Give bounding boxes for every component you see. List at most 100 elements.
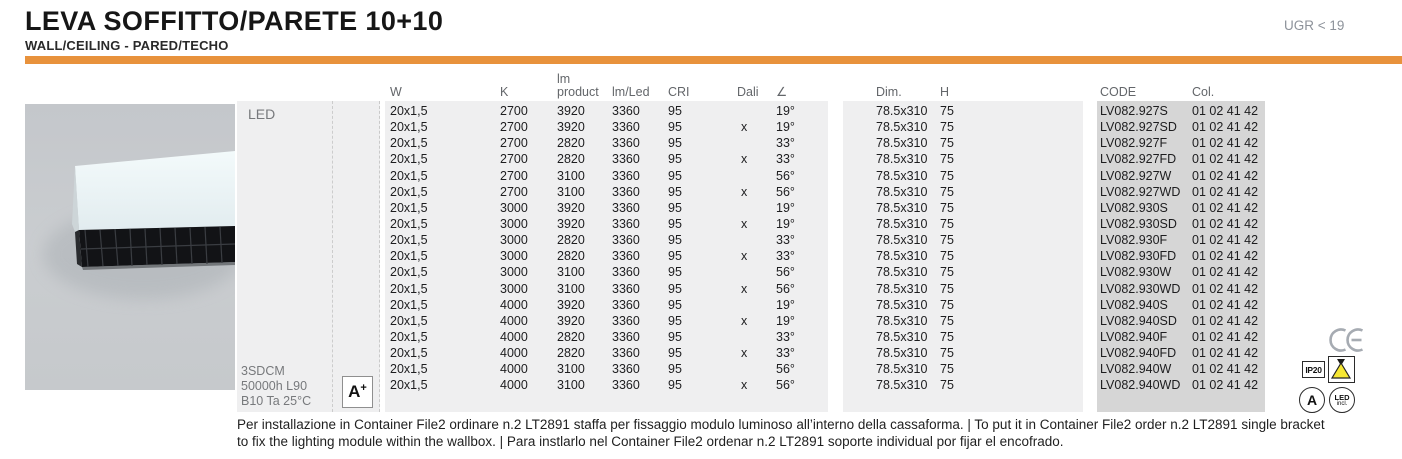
- cell-col: 01 02 41 42: [1192, 362, 1259, 377]
- cell-h: 75: [940, 152, 954, 167]
- cell-w: 20x1,5: [390, 184, 428, 199]
- cell-cri: 95: [668, 329, 682, 344]
- cell-code: LV082.930WD: [1100, 281, 1181, 296]
- energy-class-badge: A +: [342, 376, 373, 408]
- cell-lm-product: 2820: [557, 233, 585, 248]
- header-col: Col.: [1192, 85, 1215, 99]
- cell-lm-product: 3920: [557, 104, 585, 118]
- cell-w: 20x1,5: [390, 233, 428, 248]
- table-row: 20x1,5 2700 2820 3360 95 33° 78.5x310 75…: [385, 136, 1402, 152]
- cell-col: 01 02 41 42: [1192, 378, 1259, 393]
- spec-side-panel: [237, 101, 380, 412]
- cell-code: LV082.930SD: [1100, 216, 1177, 231]
- header-cri: CRI: [668, 85, 690, 99]
- cell-cri: 95: [668, 200, 682, 215]
- header-k: K: [500, 85, 509, 99]
- ugr-rating: UGR < 19: [1284, 18, 1345, 33]
- cell-lm-product: 3920: [557, 200, 585, 215]
- cell-w: 20x1,5: [390, 346, 428, 361]
- cell-lm-product: 3920: [557, 120, 585, 135]
- cell-h: 75: [940, 120, 954, 135]
- cell-code: LV082.927S: [1100, 104, 1168, 118]
- table-row: 20x1,5 3000 3100 3360 95 x 56° 78.5x310 …: [385, 282, 1402, 298]
- cell-lm-product: 2820: [557, 329, 585, 344]
- table-row: 20x1,5 2700 3920 3360 95 x 19° 78.5x310 …: [385, 120, 1402, 136]
- cell-cri: 95: [668, 281, 682, 296]
- cell-dim: 78.5x310: [876, 346, 928, 361]
- cell-cri: 95: [668, 249, 682, 264]
- table-block-main: [385, 101, 828, 412]
- cell-lm-product: 2820: [557, 152, 585, 167]
- cell-k: 3000: [500, 265, 528, 280]
- cell-lm-product: 3100: [557, 281, 585, 296]
- cell-k: 2700: [500, 152, 528, 167]
- cell-dim: 78.5x310: [876, 184, 928, 199]
- cell-beam-angle: 56°: [776, 184, 795, 199]
- cell-dim: 78.5x310: [876, 265, 928, 280]
- cell-k: 4000: [500, 362, 528, 377]
- table-block-codes: [1097, 101, 1265, 412]
- table-row: 20x1,5 4000 2820 3360 95 x 33° 78.5x310 …: [385, 346, 1402, 362]
- header-lm-led: lm/Led: [612, 85, 650, 99]
- cell-cri: 95: [668, 378, 682, 393]
- cell-beam-angle: 56°: [776, 281, 795, 296]
- energy-class-plus: +: [360, 382, 367, 394]
- cell-lm-led: 3360: [612, 200, 640, 215]
- cell-h: 75: [940, 168, 954, 183]
- cell-k: 2700: [500, 184, 528, 199]
- cell-beam-angle: 33°: [776, 346, 795, 361]
- spec-lines: 3SDCM 50000h L90 B10 Ta 25°C: [241, 364, 312, 408]
- cell-code: LV082.940FD: [1100, 346, 1177, 361]
- cell-beam-angle: 33°: [776, 329, 795, 344]
- cell-k: 4000: [500, 378, 528, 393]
- cell-code: LV082.927SD: [1100, 120, 1177, 135]
- cell-w: 20x1,5: [390, 362, 428, 377]
- cell-col: 01 02 41 42: [1192, 136, 1259, 151]
- header-h: H: [940, 85, 950, 99]
- beam-warning-icon: [1328, 356, 1355, 383]
- cell-lm-led: 3360: [612, 378, 640, 393]
- cell-h: 75: [940, 216, 954, 231]
- cell-code: LV082.927W: [1100, 168, 1172, 183]
- cell-dim: 78.5x310: [876, 168, 928, 183]
- cell-beam-angle: 19°: [776, 120, 795, 135]
- cell-dim: 78.5x310: [876, 152, 928, 167]
- cell-dali: x: [741, 184, 748, 199]
- cell-w: 20x1,5: [390, 313, 428, 328]
- cell-dim: 78.5x310: [876, 362, 928, 377]
- cell-col: 01 02 41 42: [1192, 104, 1259, 118]
- cell-dali: x: [741, 152, 748, 167]
- cell-lm-led: 3360: [612, 329, 640, 344]
- cell-col: 01 02 41 42: [1192, 297, 1259, 312]
- cell-dali: x: [741, 249, 748, 264]
- cell-h: 75: [940, 233, 954, 248]
- cell-lm-led: 3360: [612, 265, 640, 280]
- cell-h: 75: [940, 281, 954, 296]
- cell-dali: x: [741, 120, 748, 135]
- cell-dim: 78.5x310: [876, 233, 928, 248]
- cell-dim: 78.5x310: [876, 378, 928, 393]
- page-subtitle: WALL/CEILING - PARED/TECHO: [25, 38, 229, 53]
- cell-k: 4000: [500, 346, 528, 361]
- cell-lm-led: 3360: [612, 152, 640, 167]
- cell-dim: 78.5x310: [876, 136, 928, 151]
- cell-col: 01 02 41 42: [1192, 346, 1259, 361]
- header-lm-product-line2: product: [557, 85, 599, 99]
- cell-k: 3000: [500, 249, 528, 264]
- cell-k: 3000: [500, 281, 528, 296]
- cell-cri: 95: [668, 104, 682, 118]
- cell-h: 75: [940, 329, 954, 344]
- cell-lm-product: 2820: [557, 249, 585, 264]
- cell-h: 75: [940, 136, 954, 151]
- cell-code: LV082.927FD: [1100, 152, 1177, 167]
- cell-beam-angle: 33°: [776, 233, 795, 248]
- cell-dim: 78.5x310: [876, 281, 928, 296]
- cell-cri: 95: [668, 120, 682, 135]
- product-photo: [25, 104, 243, 390]
- cell-k: 2700: [500, 168, 528, 183]
- cell-beam-angle: 19°: [776, 200, 795, 215]
- table-row: 20x1,5 2700 3920 3360 95 19° 78.5x310 75…: [385, 104, 1402, 120]
- cell-lm-led: 3360: [612, 297, 640, 312]
- cell-code: LV082.940SD: [1100, 313, 1177, 328]
- cell-code: LV082.927WD: [1100, 184, 1181, 199]
